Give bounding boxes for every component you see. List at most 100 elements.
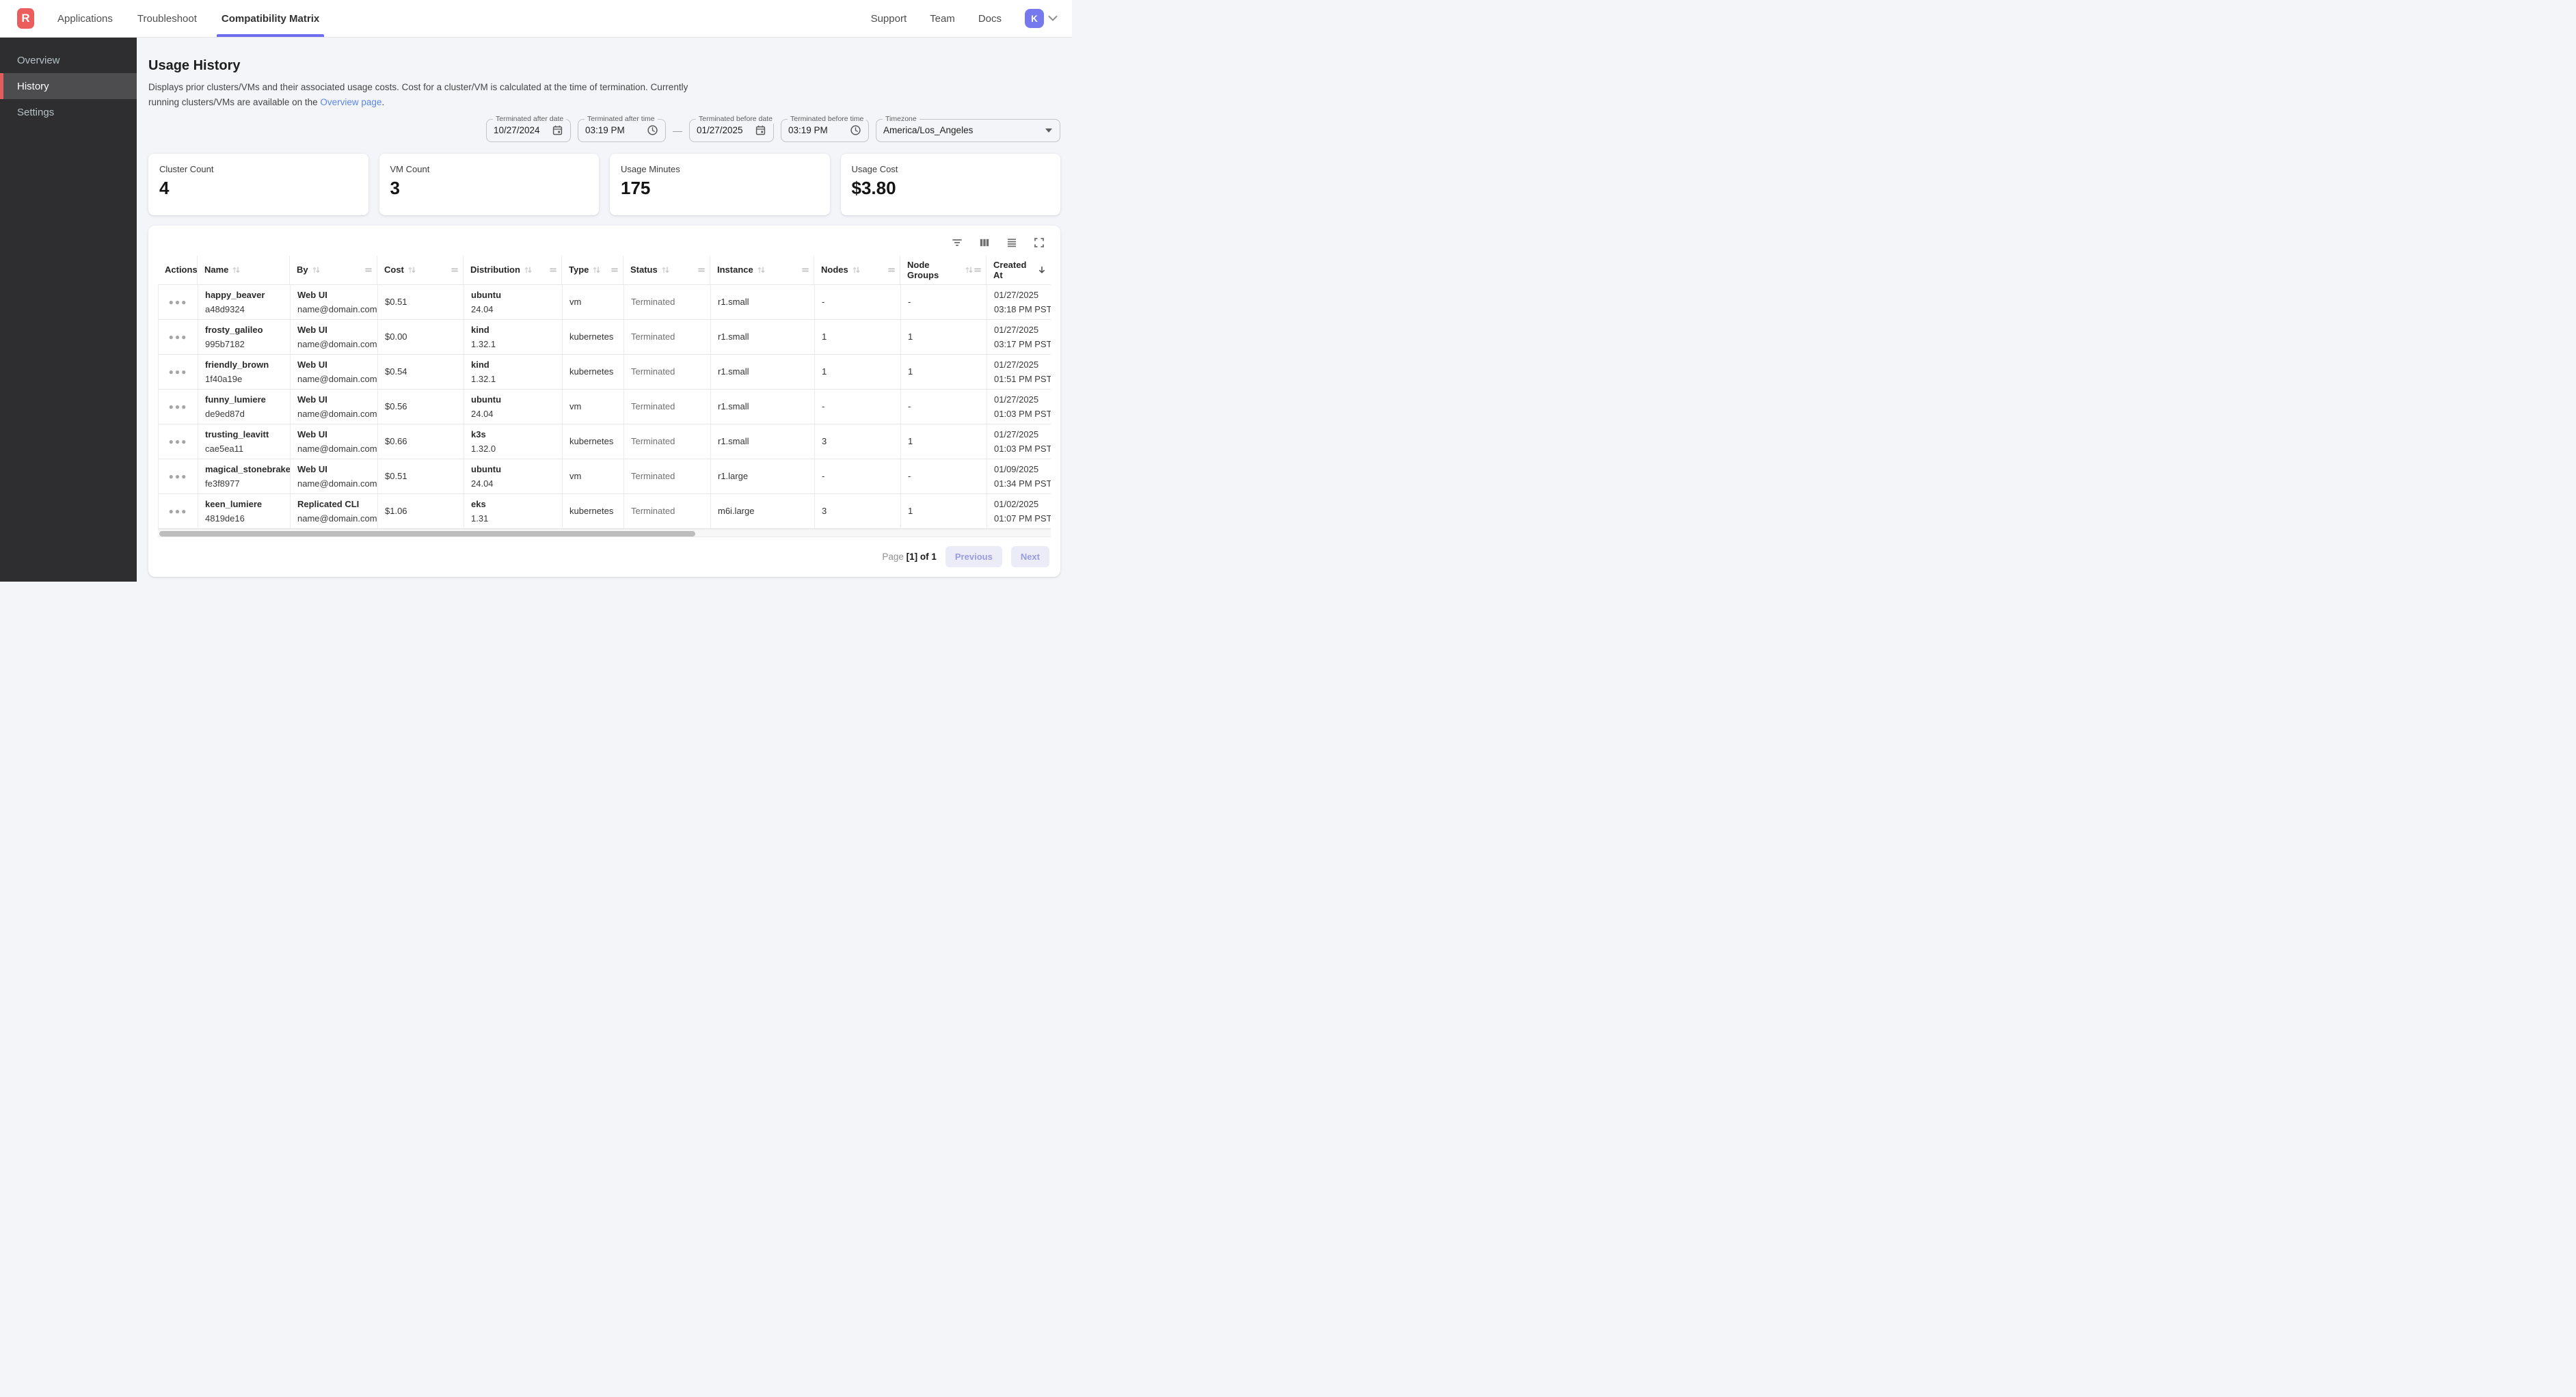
- sort-icon[interactable]: [661, 265, 670, 275]
- sort-icon[interactable]: [407, 265, 416, 275]
- table-row: ●●● keen_lumiere 4819de16 Replicated CLI nam…: [158, 493, 1051, 528]
- column-menu-icon[interactable]: [611, 267, 619, 273]
- columns-button[interactable]: [978, 236, 991, 249]
- cell-type: kubernetes: [563, 354, 624, 389]
- column-label: By: [297, 265, 308, 275]
- cell-node-groups: 1: [901, 493, 987, 528]
- cell-name: frosty_galileo 995b7182: [198, 319, 291, 354]
- previous-page-button[interactable]: Previous: [945, 545, 1002, 567]
- created-by-email-link[interactable]: name@domain.com: [297, 408, 377, 419]
- type-value: kubernetes: [569, 506, 614, 517]
- column-header-by[interactable]: By: [290, 255, 377, 284]
- sort-icon[interactable]: [524, 265, 533, 275]
- user-menu[interactable]: K: [1025, 9, 1058, 28]
- created-date: 01/02/2025: [994, 498, 1039, 509]
- column-header-type[interactable]: Type: [562, 255, 623, 284]
- column-menu-icon[interactable]: [451, 267, 459, 273]
- created-by-email-link[interactable]: name@domain.com: [297, 373, 377, 384]
- column-header-cost[interactable]: Cost: [377, 255, 464, 284]
- dropdown-icon[interactable]: [1045, 128, 1053, 133]
- column-menu-icon[interactable]: [364, 267, 373, 273]
- sort-icon[interactable]: [232, 265, 241, 275]
- created-by-email-link[interactable]: name@domain.com: [297, 443, 377, 454]
- tab-troubleshoot[interactable]: Troubleshoot: [137, 12, 197, 25]
- row-actions-button[interactable]: ●●●: [166, 400, 191, 413]
- sorted-desc-icon[interactable]: [1037, 265, 1047, 275]
- topnav-link-support[interactable]: Support: [870, 12, 907, 25]
- sort-icon[interactable]: [312, 265, 321, 275]
- column-menu-icon[interactable]: [697, 267, 706, 273]
- nodes-value: -: [822, 297, 825, 308]
- cell-created-at: 01/02/2025 01:07 PM PST: [987, 494, 1051, 528]
- column-menu-icon[interactable]: [549, 267, 557, 273]
- calendar-icon[interactable]: [755, 124, 766, 136]
- row-actions-button[interactable]: ●●●: [166, 435, 191, 448]
- clock-icon[interactable]: [850, 124, 861, 136]
- tab-compatibility-matrix[interactable]: Compatibility Matrix: [216, 0, 325, 37]
- row-actions-button[interactable]: ●●●: [166, 295, 191, 309]
- column-header-distribution[interactable]: Distribution: [464, 255, 562, 284]
- instance-value: m6i.large: [718, 506, 755, 517]
- column-header-status[interactable]: Status: [623, 255, 710, 284]
- timezone-field[interactable]: Timezone America/Los_Angeles: [876, 114, 1060, 142]
- created-by-email-link[interactable]: name@domain.com: [297, 338, 377, 349]
- tab-applications[interactable]: Applications: [57, 12, 113, 25]
- terminated-after-date-field[interactable]: Terminated after date 10/27/2024: [486, 114, 571, 142]
- sort-icon[interactable]: [965, 265, 974, 275]
- cell-distribution: ubuntu 24.04: [464, 389, 563, 424]
- terminated-after-time-field[interactable]: Terminated after time 03:19 PM: [578, 114, 666, 142]
- created-by-email-link[interactable]: name@domain.com: [297, 303, 377, 314]
- density-button[interactable]: [1006, 236, 1018, 249]
- created-by-email-link[interactable]: name@domain.com: [297, 478, 377, 489]
- cost-value: $0.56: [385, 401, 407, 412]
- sort-icon[interactable]: [592, 265, 601, 275]
- distribution-version: 24.04: [471, 478, 494, 489]
- terminated-before-date-field[interactable]: Terminated before date 01/27/2025: [689, 114, 775, 142]
- horizontal-scrollbar[interactable]: [158, 528, 1051, 537]
- topnav-link-team[interactable]: Team: [930, 12, 955, 25]
- overview-page-link[interactable]: Overview page: [320, 96, 382, 107]
- sidebar-item-settings[interactable]: Settings: [17, 106, 55, 118]
- row-actions-button[interactable]: ●●●: [166, 365, 191, 379]
- topnav-right: Support Team Docs K: [871, 9, 1058, 28]
- node-groups-value: 1: [908, 366, 913, 377]
- terminated-before-time-field[interactable]: Terminated before time 03:19 PM: [781, 114, 869, 142]
- calendar-icon[interactable]: [552, 124, 563, 136]
- cell-node-groups: 1: [901, 319, 987, 354]
- cell-cost: $0.00: [378, 319, 464, 354]
- topnav-link-docs[interactable]: Docs: [978, 12, 1002, 25]
- row-actions-button[interactable]: ●●●: [166, 470, 191, 483]
- column-header-name[interactable]: Name: [198, 255, 290, 284]
- range-separator: —: [673, 124, 682, 136]
- sort-icon[interactable]: [757, 265, 766, 275]
- type-value: kubernetes: [569, 366, 614, 377]
- fullscreen-button[interactable]: [1033, 236, 1045, 249]
- column-header-node-groups[interactable]: Node Groups: [900, 255, 987, 284]
- stat-value: 175: [621, 177, 651, 198]
- column-header-instance[interactable]: Instance: [710, 255, 814, 284]
- created-by-email-link[interactable]: name@domain.com: [297, 513, 377, 524]
- page-word: Page: [882, 551, 904, 562]
- status-badge: Terminated: [631, 297, 675, 308]
- cell-created-at: 01/09/2025 01:34 PM PST: [987, 459, 1051, 493]
- sidebar-item-history[interactable]: History: [0, 73, 137, 99]
- columns-icon: [978, 236, 991, 249]
- app-logo[interactable]: R: [17, 8, 34, 29]
- column-menu-icon[interactable]: [974, 267, 982, 273]
- created-by-source: Web UI: [297, 394, 327, 405]
- row-actions-button[interactable]: ●●●: [166, 504, 191, 518]
- page-indicator: Page [1] of 1: [882, 552, 937, 562]
- filter-button[interactable]: [951, 236, 963, 249]
- column-header-created-at[interactable]: Created At: [987, 256, 1051, 284]
- column-menu-icon[interactable]: [801, 267, 809, 273]
- sort-icon[interactable]: [852, 265, 861, 275]
- next-page-button[interactable]: Next: [1010, 545, 1049, 567]
- column-menu-icon[interactable]: [887, 267, 896, 273]
- cell-name: funny_lumiere de9ed87d: [198, 389, 291, 424]
- sidebar-item-overview[interactable]: Overview: [17, 54, 60, 66]
- column-header-nodes[interactable]: Nodes: [814, 255, 900, 284]
- stat-card-usage-minutes: Usage Minutes 175: [610, 153, 830, 215]
- clock-icon[interactable]: [647, 124, 658, 136]
- row-actions-button[interactable]: ●●●: [166, 330, 191, 344]
- scrollbar-thumb[interactable]: [159, 530, 695, 537]
